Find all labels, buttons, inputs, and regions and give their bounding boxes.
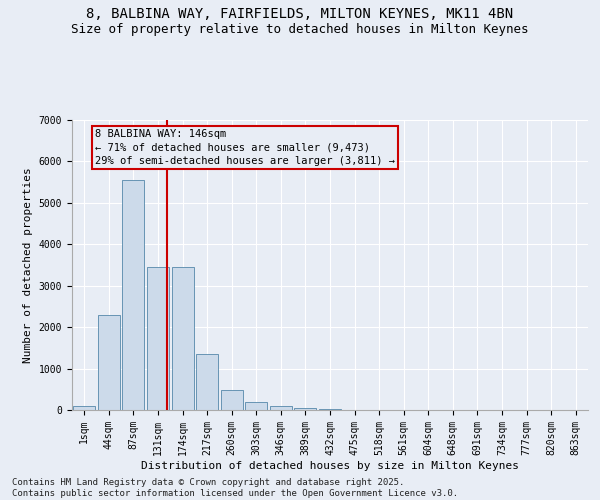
Bar	[122, 180, 145, 410]
Bar	[295, 408, 316, 410]
X-axis label: Distribution of detached houses by size in Milton Keynes: Distribution of detached houses by size …	[141, 460, 519, 470]
Bar	[245, 402, 268, 410]
Bar	[196, 354, 218, 410]
Bar	[270, 406, 292, 410]
Bar	[147, 267, 169, 410]
Bar	[172, 267, 194, 410]
Y-axis label: Number of detached properties: Number of detached properties	[23, 167, 33, 363]
Text: Size of property relative to detached houses in Milton Keynes: Size of property relative to detached ho…	[71, 22, 529, 36]
Text: 8 BALBINA WAY: 146sqm
← 71% of detached houses are smaller (9,473)
29% of semi-d: 8 BALBINA WAY: 146sqm ← 71% of detached …	[95, 129, 395, 166]
Text: Contains HM Land Registry data © Crown copyright and database right 2025.
Contai: Contains HM Land Registry data © Crown c…	[12, 478, 458, 498]
Bar	[98, 314, 120, 410]
Bar	[73, 406, 95, 410]
Bar	[319, 409, 341, 410]
Text: 8, BALBINA WAY, FAIRFIELDS, MILTON KEYNES, MK11 4BN: 8, BALBINA WAY, FAIRFIELDS, MILTON KEYNE…	[86, 8, 514, 22]
Bar	[221, 390, 243, 410]
